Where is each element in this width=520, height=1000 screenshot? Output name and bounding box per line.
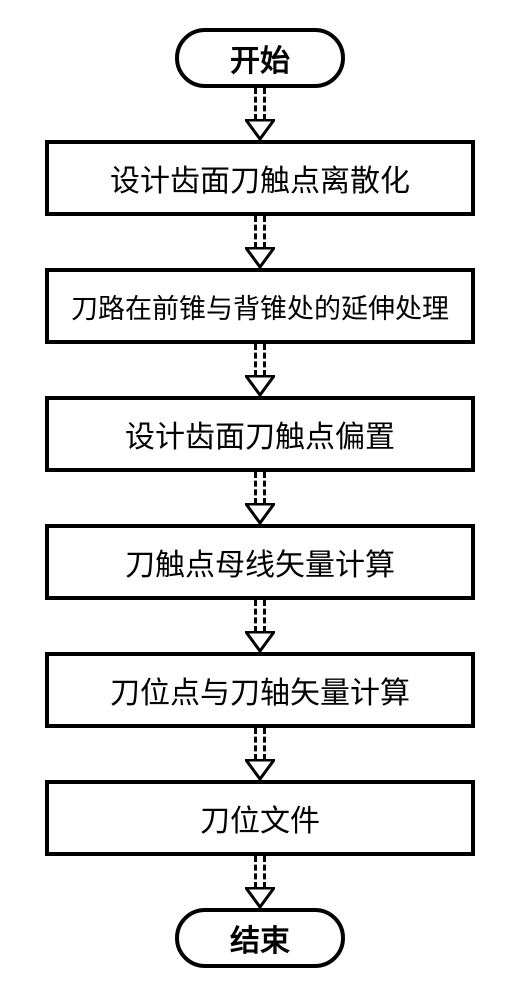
node-end: 结束 bbox=[175, 908, 345, 968]
node-p1: 设计齿面刀触点离散化 bbox=[45, 140, 475, 216]
connector-p5-p6 bbox=[245, 728, 275, 780]
arrowhead-icon bbox=[245, 247, 275, 269]
connector-start-p1 bbox=[245, 88, 275, 140]
connector-p6-end bbox=[245, 856, 275, 908]
connector-p3-p4 bbox=[245, 472, 275, 524]
node-p5: 刀位点与刀轴矢量计算 bbox=[45, 652, 475, 728]
flowchart-canvas: 开始设计齿面刀触点离散化刀路在前锥与背锥处的延伸处理设计齿面刀触点偏置刀触点母线… bbox=[0, 0, 520, 1000]
node-label: 刀路在前锥与背锥处的延伸处理 bbox=[71, 287, 449, 326]
node-start: 开始 bbox=[175, 28, 345, 88]
node-label: 刀触点母线矢量计算 bbox=[125, 540, 395, 584]
node-label: 结束 bbox=[230, 916, 290, 960]
connector-p2-p3 bbox=[245, 344, 275, 396]
node-label: 刀位文件 bbox=[200, 796, 320, 840]
node-label: 设计齿面刀触点离散化 bbox=[110, 156, 410, 200]
arrowhead-icon bbox=[245, 375, 275, 397]
node-p4: 刀触点母线矢量计算 bbox=[45, 524, 475, 600]
arrowhead-icon bbox=[245, 887, 275, 909]
connector-p4-p5 bbox=[245, 600, 275, 652]
node-p6: 刀位文件 bbox=[45, 780, 475, 856]
node-label: 开始 bbox=[230, 36, 290, 80]
node-label: 设计齿面刀触点偏置 bbox=[125, 412, 395, 456]
arrowhead-icon bbox=[245, 503, 275, 525]
node-label: 刀位点与刀轴矢量计算 bbox=[110, 668, 410, 712]
arrowhead-icon bbox=[245, 631, 275, 653]
arrowhead-icon bbox=[245, 119, 275, 141]
arrowhead-icon bbox=[245, 759, 275, 781]
node-p3: 设计齿面刀触点偏置 bbox=[45, 396, 475, 472]
node-p2: 刀路在前锥与背锥处的延伸处理 bbox=[45, 268, 475, 344]
connector-p1-p2 bbox=[245, 216, 275, 268]
